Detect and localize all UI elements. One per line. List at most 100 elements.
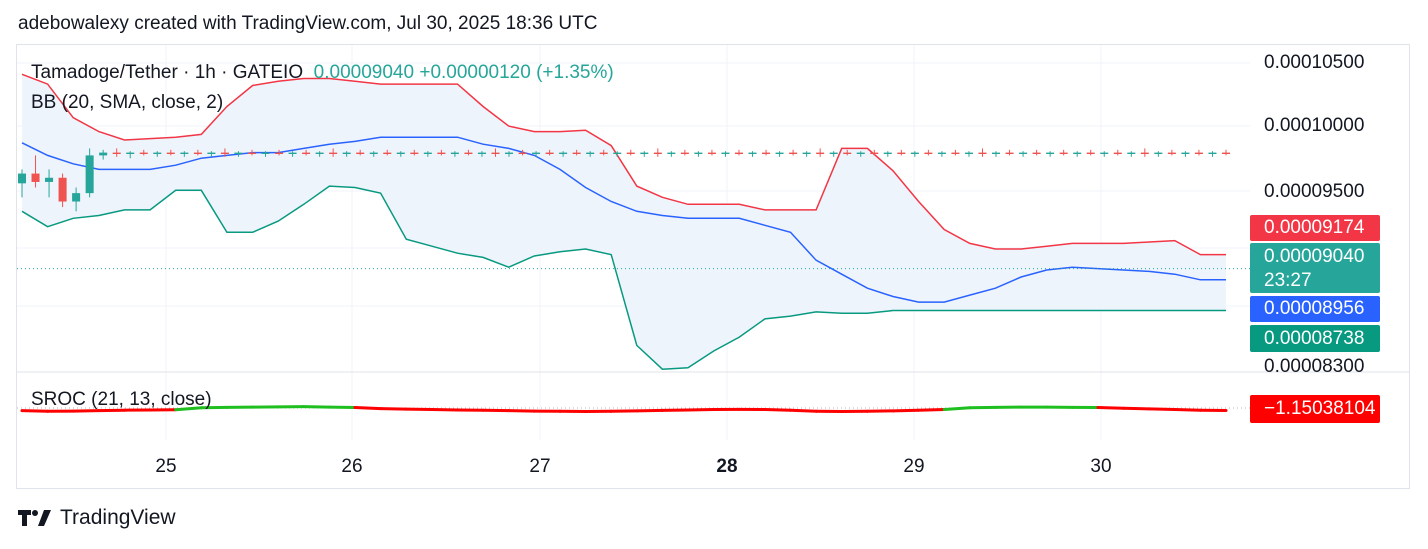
candle-body (910, 152, 919, 154)
sroc-legend[interactable]: SROC (21, 13, close) (31, 389, 212, 410)
candle-body (572, 152, 581, 154)
chart-frame (16, 44, 1410, 489)
sroc-segment (917, 408, 946, 412)
candle-body (450, 152, 459, 154)
last-price-value: 0.00009040 (1264, 246, 1365, 267)
candle-countdown: 23:27 (1264, 270, 1312, 291)
bb-upper-badge: 0.00009174 (1250, 215, 1380, 241)
candle-body (843, 152, 852, 154)
bollinger-band-fill (22, 74, 1226, 370)
candle-body (1167, 152, 1176, 154)
y-axis-label: 0.00008300 (1264, 356, 1365, 377)
candle-body (518, 152, 527, 154)
legend-change: +0.00000120 (+1.35%) (419, 62, 614, 83)
sroc-segment (174, 406, 203, 412)
candle-body (180, 152, 189, 154)
candle-body (734, 152, 744, 154)
candle-body (423, 152, 432, 154)
candle-body (992, 152, 1001, 154)
candle-body (261, 152, 270, 154)
y-axis-label: 0.00010000 (1264, 115, 1365, 136)
candle-body (1005, 152, 1014, 154)
candle-body (396, 152, 405, 154)
sroc-segment (1147, 407, 1177, 412)
brand-name: TradingView (60, 506, 176, 529)
x-axis-label: 26 (341, 456, 363, 477)
candle-body (856, 152, 865, 154)
candle-body (721, 152, 730, 154)
candle-body (45, 177, 54, 182)
candle-body (680, 152, 689, 154)
bb-lower-badge: 0.00008738 (1250, 325, 1380, 352)
sroc-segment (353, 406, 383, 411)
bollinger-lower-band (21, 185, 1226, 370)
candle-body (748, 152, 757, 154)
bollinger-upper-band (21, 73, 1226, 256)
candle-body (951, 152, 960, 154)
candle-body (437, 152, 446, 154)
candle-body (937, 152, 946, 154)
candle-body (99, 152, 108, 156)
tradingview-logo-icon (18, 510, 51, 526)
sroc-segment (1122, 406, 1151, 411)
candle-body (789, 152, 798, 154)
sroc-segment (20, 409, 50, 413)
candle-body (1086, 152, 1095, 154)
candle-body (1100, 152, 1109, 154)
sroc-segment (789, 408, 818, 413)
candle-body (1194, 152, 1203, 154)
sroc-segment (1173, 408, 1202, 412)
candle-body (667, 152, 676, 154)
tradingview-logo[interactable]: TradingView (18, 506, 176, 530)
sroc-segment (942, 406, 972, 412)
chart-attribution: adebowalexy created with TradingView.com… (18, 13, 598, 34)
candle-body (220, 152, 229, 154)
candle-body (802, 152, 811, 154)
candle-body (410, 152, 419, 154)
candle-body (1208, 152, 1217, 154)
bb-basis-badge: 0.00008956 (1250, 296, 1380, 322)
candle-body (640, 152, 649, 154)
candle-body (166, 152, 175, 154)
candle-body (17, 173, 27, 184)
candle-body (329, 152, 338, 154)
candle-body (1019, 152, 1028, 154)
candle-body (302, 152, 311, 154)
y-axis-label: 0.00010500 (1264, 52, 1365, 73)
candle-body (288, 152, 297, 154)
symbol-legend[interactable]: Tamadoge/Tether · 1h · GATEIO 0.00009040… (31, 62, 614, 84)
bollinger-basis (21, 136, 1226, 303)
candle-body (653, 152, 662, 154)
candle-body (707, 152, 716, 154)
candle-body (234, 152, 243, 154)
y-axis-label: 0.00009500 (1264, 181, 1365, 202)
candle-body (504, 152, 514, 154)
candle-body (1046, 152, 1055, 154)
candle-body (586, 152, 595, 154)
candle-body (85, 155, 94, 194)
candle-body (1221, 152, 1231, 154)
candle-body (315, 152, 324, 154)
candle-body (1154, 152, 1163, 154)
candle-body (193, 152, 202, 154)
candle-body (964, 152, 973, 154)
sroc-value-badge: −1.15038104 (1250, 395, 1380, 423)
x-axis-label: 25 (155, 456, 177, 477)
candle-body (559, 152, 568, 154)
candle-body (464, 152, 473, 154)
candle-body (126, 152, 135, 154)
candle-body (342, 152, 351, 154)
sroc-segment (1096, 406, 1126, 410)
candle-body (816, 152, 825, 154)
legend-price: 0.00009040 (313, 62, 415, 83)
candle-body (1127, 152, 1136, 154)
candle-body (883, 152, 892, 154)
candle-body (626, 152, 635, 154)
candle-body (112, 152, 121, 154)
candle-body (978, 152, 987, 154)
candle-body (775, 152, 784, 154)
candle-body (58, 177, 67, 202)
bb-legend[interactable]: BB (20, SMA, close, 2) (31, 92, 224, 113)
candle-body (153, 152, 162, 154)
